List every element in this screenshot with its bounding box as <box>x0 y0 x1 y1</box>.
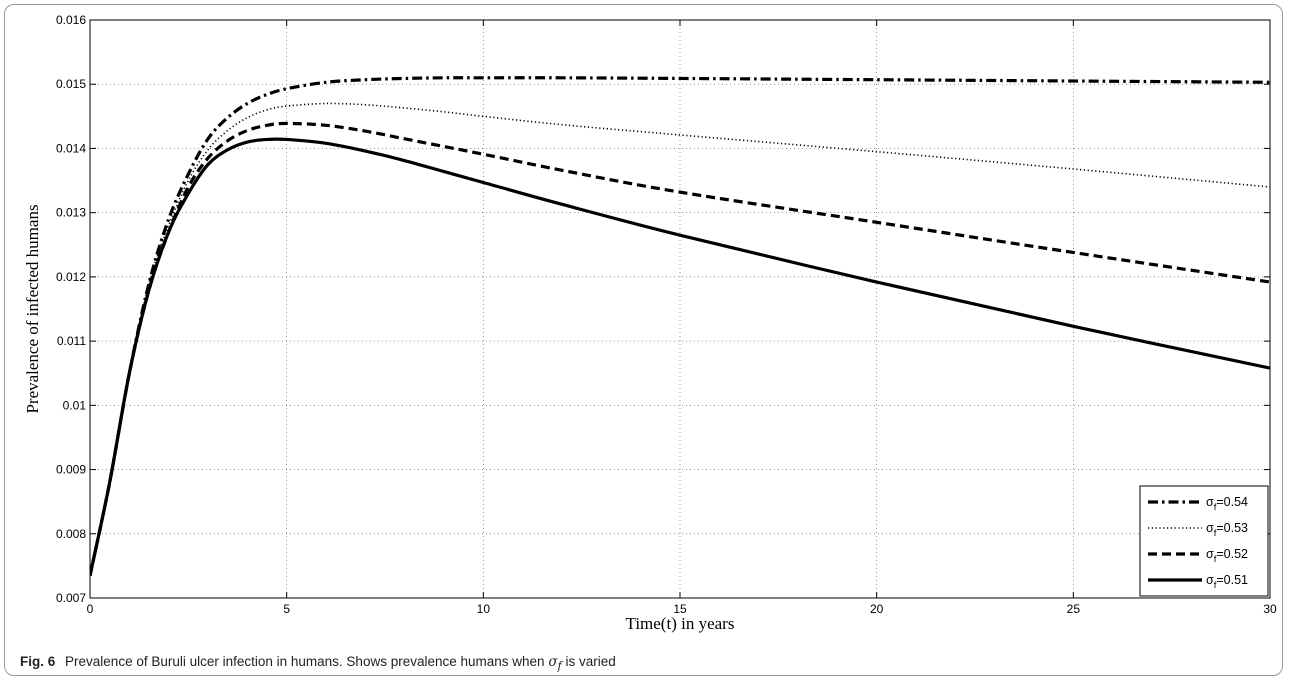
legend-label: σf=0.52 <box>1206 547 1248 565</box>
figure-label: Fig. 6 <box>20 654 56 669</box>
series-lines <box>90 76 1270 576</box>
legend-label: σf=0.51 <box>1206 573 1248 591</box>
series-line-053 <box>90 102 1270 576</box>
caption-symbol: σf <box>548 654 562 673</box>
y-tick-label: 0.015 <box>56 77 86 91</box>
caption-text: Prevalence of Buruli ulcer infection in … <box>65 654 545 669</box>
grid <box>90 20 1270 598</box>
x-tick-label: 0 <box>87 602 94 616</box>
y-tick-label: 0.013 <box>56 206 86 220</box>
series-line-052 <box>90 121 1270 576</box>
x-axis-label: Time(t) in years <box>626 614 735 633</box>
legend-box <box>1139 485 1269 597</box>
y-tick-label: 0.011 <box>57 334 86 348</box>
legend-label: σf=0.53 <box>1206 521 1248 539</box>
y-tick-label: 0.009 <box>56 463 86 477</box>
x-axis-ticks: 0 5 10 15 20 25 30 <box>87 20 1277 616</box>
x-tick-label: 15 <box>673 602 687 616</box>
figure-frame <box>4 4 1283 676</box>
y-tick-label: 0.016 <box>56 13 86 27</box>
x-tick-label: 25 <box>1067 602 1081 616</box>
legend: σf=0.54 σf=0.53 σf=0.52 σf=0.51 <box>1139 485 1269 597</box>
y-tick-label: 0.008 <box>56 527 86 541</box>
x-tick-label: 5 <box>283 602 290 616</box>
line-chart: 0 5 10 15 20 25 30 0.0070.0080.0090.010.0110.0… <box>23 13 1277 633</box>
y-tick-label: 0.01 <box>63 398 87 412</box>
figure-caption: Fig. 6 Prevalence of Buruli ulcer infect… <box>20 654 1270 673</box>
y-axis-label: Prevalence of infected humans <box>23 204 42 413</box>
series-line-054 <box>90 76 1270 576</box>
y-axis-ticks: 0.007 0.008 0.009 0.01 0.011 0.012 0.013 0.014 0… <box>56 13 1270 605</box>
y-tick-label: 0.007 <box>56 591 86 605</box>
x-tick-label: 30 <box>1263 602 1277 616</box>
y-tick-label: 0.014 <box>56 141 86 155</box>
caption-text-end: is varied <box>565 654 616 669</box>
series-line-051 <box>90 137 1270 576</box>
x-tick-label: 20 <box>870 602 884 616</box>
y-tick-label: 0.012 <box>56 270 86 284</box>
x-tick-label: 10 <box>477 602 491 616</box>
legend-label: σf=0.54 <box>1206 495 1248 513</box>
